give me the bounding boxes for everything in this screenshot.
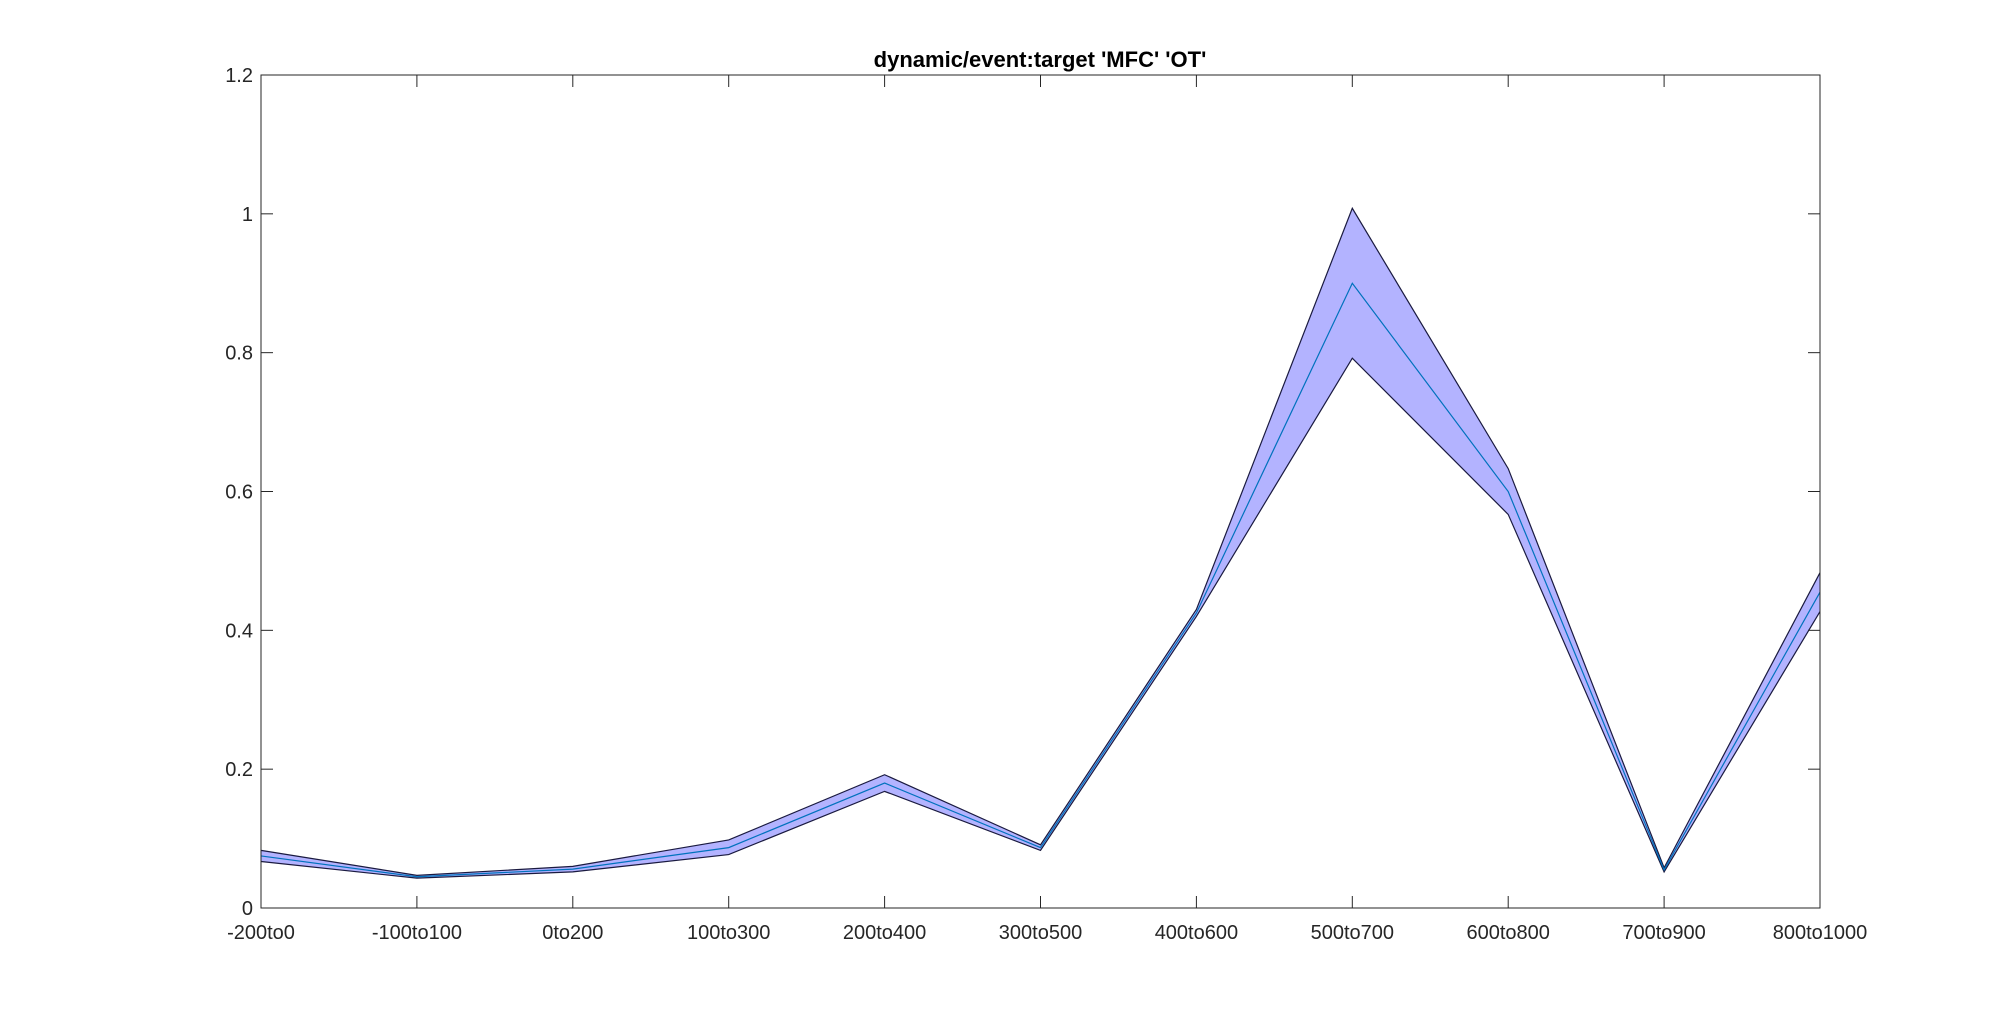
y-tick-label: 0.4 xyxy=(225,620,253,642)
x-tick-label: -100to100 xyxy=(372,922,462,944)
x-tick-label: -200to0 xyxy=(227,922,295,944)
tick-layer: -200to0 -100to100 0to200 100to300 200to400 30… xyxy=(225,65,1867,944)
lower-bound-line xyxy=(260,357,1821,879)
y-tick-label: 1 xyxy=(242,204,253,226)
y-tick-label: 0.6 xyxy=(225,482,253,504)
upper-bound-line xyxy=(260,206,1821,876)
x-tick-label: 400to600 xyxy=(1155,922,1238,944)
x-tick-label: 0to200 xyxy=(542,922,603,944)
axes-background xyxy=(261,75,1820,908)
x-tick-label: 800to1000 xyxy=(1773,922,1868,944)
y-tick-label: 1.2 xyxy=(225,65,253,87)
plot-layer xyxy=(260,206,1821,879)
x-tick-label: 500to700 xyxy=(1311,922,1394,944)
confidence-band xyxy=(261,208,1820,879)
x-tick-label: 600to800 xyxy=(1466,922,1549,944)
chart-title: dynamic/event:target 'MFC' 'OT' xyxy=(874,47,1207,72)
x-tick-label: 200to400 xyxy=(843,922,926,944)
y-tick-label: 0 xyxy=(242,898,253,920)
x-tick-label: 700to900 xyxy=(1622,922,1705,944)
x-tick-label: 100to300 xyxy=(687,922,770,944)
x-tick-label: 300to500 xyxy=(999,922,1082,944)
y-tick-label: 0.8 xyxy=(225,343,253,365)
y-tick-label: 0.2 xyxy=(225,759,253,781)
mean-line xyxy=(260,282,1821,878)
